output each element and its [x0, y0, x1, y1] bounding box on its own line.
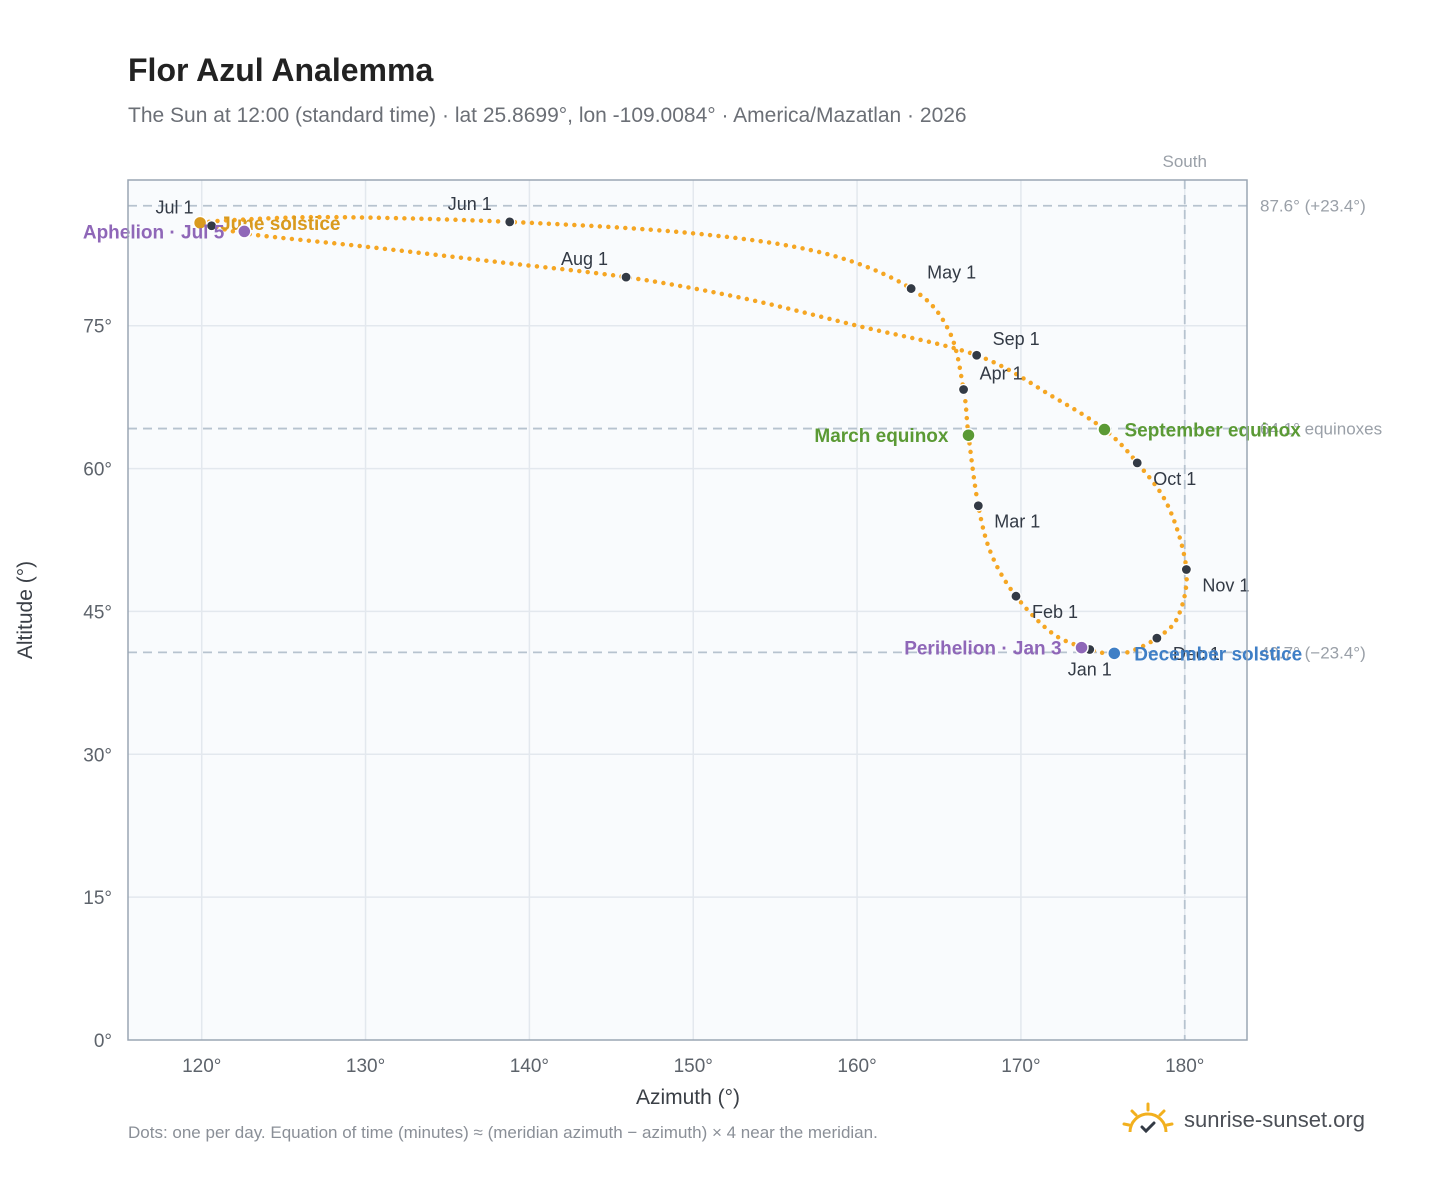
y-tick-label: 45° — [83, 602, 112, 623]
axis-layer: 120° 130° 140° 150° 160° 170° 180° 0° 15° 30° 45° 6… — [83, 317, 1204, 1077]
event-marker — [1097, 422, 1112, 437]
chart-title: Flor Azul Analemma — [128, 52, 434, 88]
x-tick-label: 160° — [837, 1056, 876, 1077]
x-tick-label: 150° — [674, 1056, 713, 1077]
month-marker-label: Feb 1 — [1032, 602, 1078, 622]
month-marker — [905, 282, 917, 295]
month-marker — [972, 500, 984, 512]
month-marker — [620, 271, 632, 283]
altitude-reference-label: 87.6° (+23.4°) — [1260, 197, 1366, 216]
event-label: December solstice — [1134, 644, 1302, 665]
month-marker-label: Aug 1 — [561, 249, 608, 269]
event-marker — [1107, 646, 1122, 661]
month-marker-label: Jan 1 — [1068, 660, 1112, 680]
y-tick-label: 0° — [94, 1031, 112, 1052]
footnote: Dots: one per day. Equation of time (min… — [128, 1123, 878, 1142]
month-marker-label: May 1 — [927, 263, 976, 283]
month-marker-label: Sep 1 — [993, 329, 1040, 349]
month-marker-label: Oct 1 — [1153, 469, 1196, 489]
x-axis-label: Azimuth (°) — [636, 1086, 740, 1109]
sun-checkmark-icon — [1122, 1102, 1174, 1134]
altitude-reference-label: 64.1° equinoxes — [1260, 420, 1382, 439]
month-marker — [504, 216, 516, 228]
event-label: Perihelion · Jan 3 — [904, 639, 1061, 660]
brand-name: sunrise-sunset.org — [1184, 1107, 1365, 1132]
y-tick-label: 60° — [83, 460, 112, 481]
event-marker — [192, 215, 208, 231]
month-marker-label: Mar 1 — [994, 512, 1040, 532]
month-marker-label: Apr 1 — [980, 364, 1023, 384]
y-tick-label: 75° — [83, 317, 112, 338]
month-marker-label: Jun 1 — [448, 194, 492, 214]
month-marker — [1151, 632, 1163, 644]
plot-background — [128, 180, 1247, 1040]
brand-link[interactable]: sunrise-sunset.org — [1120, 1102, 1365, 1138]
chart-subtitle: The Sun at 12:00 (standard time) · lat 2… — [128, 104, 967, 127]
month-marker — [1180, 563, 1192, 576]
x-tick-label: 170° — [1001, 1056, 1040, 1077]
month-marker-label: Nov 1 — [1202, 576, 1249, 596]
month-marker — [971, 349, 983, 361]
x-tick-label: 130° — [346, 1056, 385, 1077]
x-tick-label: 140° — [510, 1056, 549, 1077]
month-marker — [1010, 590, 1022, 602]
x-tick-label: 180° — [1165, 1056, 1204, 1077]
event-label: March equinox — [814, 426, 949, 447]
event-marker — [1074, 640, 1089, 655]
month-marker — [1131, 457, 1143, 469]
y-tick-label: 30° — [83, 745, 112, 766]
event-marker — [237, 224, 252, 239]
reference-lines: South 87.6° (+23.4°) 64.1° equinoxes 40.7° … — [128, 152, 1382, 1040]
event-label: Aphelion · Jul 5 — [83, 222, 225, 243]
analemma-daily-dots — [197, 214, 1092, 652]
altitude-reference-label: 40.7° (−23.4°) — [1260, 643, 1366, 662]
meridian-label: South — [1163, 152, 1207, 171]
month-markers: Jan 1 Feb 1 Mar 1 Apr 1 May 1 Jun 1 Jul 1 Aug 1… — [156, 194, 1250, 680]
x-tick-label: 120° — [182, 1056, 221, 1077]
grid-layer — [128, 180, 1247, 1040]
event-label: September equinox — [1124, 421, 1301, 442]
month-marker — [957, 383, 970, 396]
plot-frame — [127, 179, 1248, 1041]
event-marker — [961, 427, 976, 443]
month-marker-label: Dec 1 — [1173, 644, 1220, 664]
month-marker-label: Jul 1 — [156, 198, 194, 218]
y-tick-label: 15° — [83, 888, 112, 909]
y-axis-label: Altitude (°) — [14, 561, 37, 659]
